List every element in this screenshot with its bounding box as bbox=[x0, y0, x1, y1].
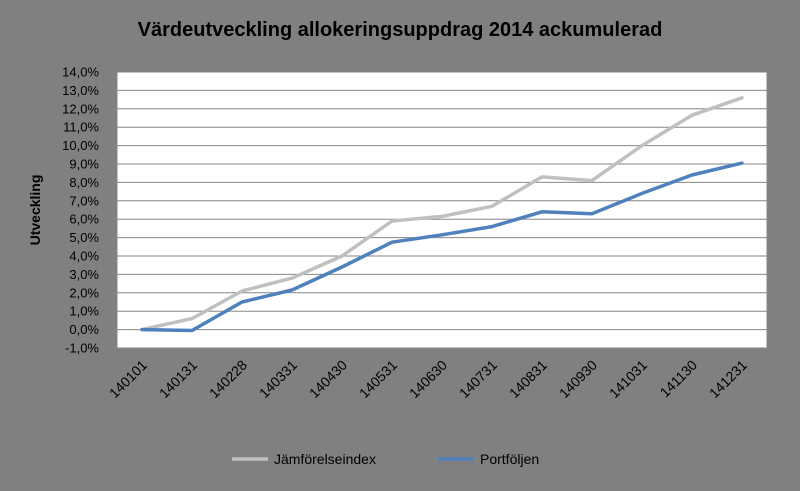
x-tick-label: 141231 bbox=[706, 357, 750, 401]
y-axis-label: Utveckling bbox=[27, 175, 43, 246]
chart-title: Värdeutveckling allokeringsuppdrag 2014 … bbox=[137, 19, 663, 41]
legend: Jämförelseindex Portföljen bbox=[232, 451, 539, 467]
y-tick-labels: -1,0% 0,0% 1,0% 2,0% 3,0% 4,0% 5,0% 6,0% 7,0% 8,0… bbox=[62, 65, 99, 356]
y-tick-label: -1,0% bbox=[65, 341, 99, 356]
y-tick-label: 7,0% bbox=[69, 193, 99, 208]
legend-label: Portföljen bbox=[480, 451, 539, 467]
x-tick-label: 140228 bbox=[206, 357, 250, 401]
y-tick-label: 3,0% bbox=[69, 267, 99, 282]
y-tick-label: 12,0% bbox=[62, 101, 99, 116]
y-tick-label: 0,0% bbox=[69, 322, 99, 337]
x-tick-label: 140831 bbox=[506, 357, 550, 401]
y-tick-label: 6,0% bbox=[69, 212, 99, 227]
x-tick-label: 140101 bbox=[106, 357, 150, 401]
y-tick-label: 9,0% bbox=[69, 157, 99, 172]
y-tick-label: 10,0% bbox=[62, 138, 99, 153]
x-tick-label: 141031 bbox=[606, 357, 650, 401]
x-tick-label: 140331 bbox=[256, 357, 300, 401]
y-tick-label: 14,0% bbox=[62, 65, 99, 80]
x-tick-label: 140430 bbox=[306, 357, 350, 401]
y-tick-label: 4,0% bbox=[69, 249, 99, 264]
series-line bbox=[140, 161, 744, 333]
x-tick-label: 141130 bbox=[657, 357, 701, 401]
x-tick-labels: 140101 140131 140228 140331 140430 140531 1406… bbox=[106, 357, 750, 401]
series-lines bbox=[140, 96, 744, 333]
series-line bbox=[140, 96, 744, 332]
x-tick-label: 140131 bbox=[156, 357, 200, 401]
x-tick-label: 140930 bbox=[556, 357, 600, 401]
legend-label: Jämförelseindex bbox=[274, 451, 376, 467]
y-tick-label: 11,0% bbox=[63, 120, 99, 135]
y-tick-label: 1,0% bbox=[69, 304, 99, 319]
y-tick-label: 13,0% bbox=[62, 83, 99, 98]
y-tick-label: 8,0% bbox=[69, 175, 99, 190]
x-tick-label: 140531 bbox=[356, 357, 400, 401]
y-tick-label: 2,0% bbox=[69, 285, 99, 300]
y-tick-label: 5,0% bbox=[69, 230, 99, 245]
x-tick-label: 140731 bbox=[456, 357, 500, 401]
x-tick-label: 140630 bbox=[406, 357, 450, 401]
